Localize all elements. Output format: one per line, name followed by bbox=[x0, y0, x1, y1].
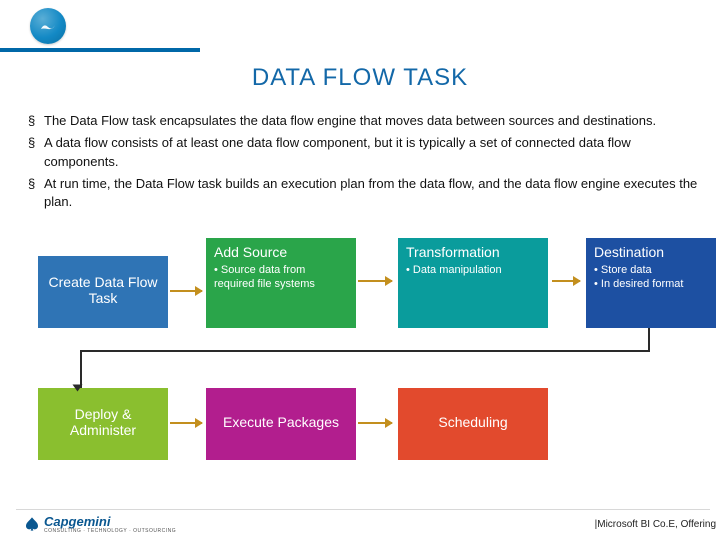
flow-arrow bbox=[170, 290, 202, 292]
flow-connector-line bbox=[80, 350, 82, 388]
flow-connector-line bbox=[80, 350, 650, 352]
header-bar bbox=[0, 0, 720, 52]
header-accent-bar bbox=[0, 48, 200, 52]
flow-box-title: Execute Packages bbox=[223, 414, 339, 430]
flow-box-title: Create Data Flow Task bbox=[46, 274, 160, 306]
flow-connector-arrowhead bbox=[73, 385, 83, 392]
bullet-item: At run time, the Data Flow task builds a… bbox=[28, 175, 698, 213]
header-logo bbox=[30, 8, 66, 44]
flow-arrow bbox=[552, 280, 580, 282]
flow-box-source: Add Source Source data from required file… bbox=[206, 238, 356, 328]
flow-arrow bbox=[170, 422, 202, 424]
footer-brand: Capgemini bbox=[44, 514, 110, 529]
flow-box-schedule: Scheduling bbox=[398, 388, 548, 460]
flow-box-body: Source data from required file systems bbox=[214, 264, 348, 292]
flow-box-execute: Execute Packages bbox=[206, 388, 356, 460]
flow-arrow bbox=[358, 422, 392, 424]
footer-right-text: |Microsoft BI Co.E, Offering bbox=[595, 519, 716, 530]
footer-logo: Capgemini CONSULTING · TECHNOLOGY · OUTS… bbox=[24, 514, 176, 534]
flow-box-title: Add Source bbox=[214, 244, 348, 260]
flow-connector-line bbox=[648, 328, 650, 350]
flow-box-title: Destination bbox=[594, 244, 708, 260]
flow-box-deploy: Deploy & Administer bbox=[38, 388, 168, 460]
bullet-item: The Data Flow task encapsulates the data… bbox=[28, 112, 698, 131]
flow-box-transform: Transformation Data manipulation bbox=[398, 238, 548, 328]
flow-box-dest: Destination Store dataIn desired format bbox=[586, 238, 716, 328]
flow-arrow bbox=[358, 280, 392, 282]
flow-box-title: Deploy & Administer bbox=[46, 406, 160, 438]
page-title: DATA FLOW TASK bbox=[0, 64, 720, 92]
flow-box-title: Transformation bbox=[406, 244, 540, 260]
flow-box-create: Create Data Flow Task bbox=[38, 256, 168, 328]
footer-brand-sub: CONSULTING · TECHNOLOGY · OUTSOURCING bbox=[44, 528, 176, 534]
bullet-item: A data flow consists of at least one dat… bbox=[28, 134, 698, 172]
bullet-list: The Data Flow task encapsulates the data… bbox=[28, 112, 698, 212]
footer-divider bbox=[16, 509, 710, 510]
flow-box-body: Data manipulation bbox=[406, 264, 540, 278]
flow-box-body: Store dataIn desired format bbox=[594, 264, 708, 292]
flow-box-title: Scheduling bbox=[438, 414, 507, 430]
flow-diagram: Create Data Flow Task Deploy & Administer… bbox=[38, 238, 702, 498]
